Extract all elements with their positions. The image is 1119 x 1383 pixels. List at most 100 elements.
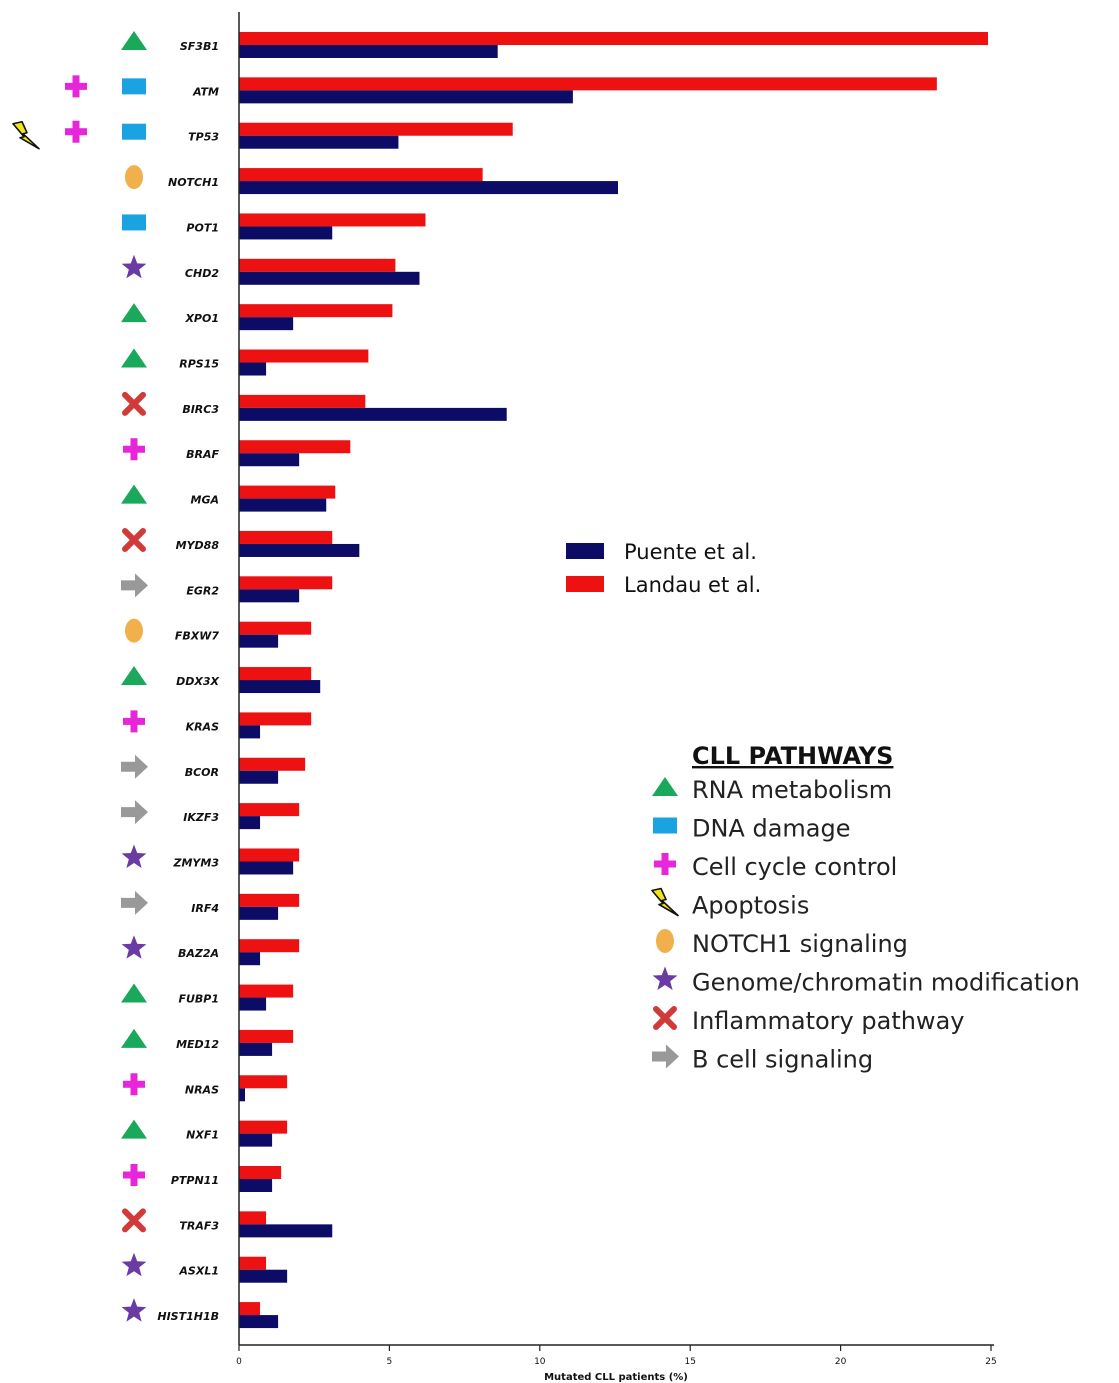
x-tick-label: 25 — [985, 1357, 996, 1367]
bar-puente-hist1h1b — [239, 1315, 279, 1329]
plus-icon — [123, 438, 145, 461]
bar-puente-traf3 — [239, 1224, 333, 1238]
triangle-icon — [121, 484, 147, 504]
plus-icon — [123, 710, 145, 733]
gene-label: ZMYM3 — [173, 856, 220, 869]
cross-icon — [122, 391, 146, 416]
cross-icon — [122, 527, 146, 552]
gene-label: FBXW7 — [175, 630, 220, 643]
pathway-label: Cell cycle control — [692, 853, 897, 881]
gene-label: BCOR — [185, 766, 219, 779]
gene-label: DDX3X — [176, 675, 219, 688]
triangle-icon — [652, 777, 678, 796]
bar-landau-xpo1 — [239, 304, 393, 318]
bar-landau-fbxw7 — [239, 621, 312, 635]
bolt-icon — [12, 120, 40, 150]
gene-label: EGR2 — [186, 584, 219, 597]
bar-landau-traf3 — [239, 1211, 267, 1225]
star-icon — [121, 1298, 147, 1322]
bar-puente-fubp1 — [239, 997, 267, 1011]
bar-landau-bcor — [239, 757, 306, 771]
pathways-title: CLL PATHWAYS — [692, 742, 893, 770]
gene-label: NXF1 — [186, 1129, 219, 1142]
triangle-icon — [121, 1119, 147, 1139]
pathway-icons-layer — [12, 31, 148, 1322]
gene-label: TP53 — [188, 131, 219, 144]
bolt-icon — [651, 887, 679, 917]
series-legend: Puente et al. Landau et al. — [566, 540, 761, 597]
bar-puente-baz2a — [239, 952, 261, 966]
x-tick-label: 5 — [387, 1357, 393, 1367]
square-icon — [122, 123, 146, 140]
bar-landau-mga — [239, 485, 336, 499]
star-icon — [121, 844, 147, 868]
gene-label: NOTCH1 — [168, 176, 219, 189]
legend-label: Landau et al. — [624, 573, 761, 597]
x-ticks-layer: 0 5 10 15 20 25 — [236, 1345, 997, 1367]
bar-puente-ptpn11 — [239, 1179, 273, 1192]
gene-label: ATM — [192, 85, 219, 98]
gene-label: NRAS — [185, 1083, 219, 1096]
triangle-icon — [121, 666, 147, 686]
gene-label: XPO1 — [184, 312, 219, 325]
pathway-label: Inflammatory pathway — [692, 1007, 964, 1035]
arrow-icon — [121, 573, 148, 598]
bar-landau-kras — [239, 712, 312, 726]
star-icon — [652, 966, 678, 990]
star-icon — [121, 1252, 147, 1277]
gene-label: POT1 — [186, 221, 219, 234]
bar-landau-chd2 — [239, 258, 396, 272]
bar-landau-egr2 — [239, 576, 333, 590]
pathways-legend: CLL PATHWAYS RNA metabolism DNA damage Cel… — [651, 742, 1080, 1074]
gene-label: MYD88 — [176, 539, 220, 552]
bar-puente-pot1 — [239, 226, 333, 240]
x-tick-label: 15 — [684, 1357, 695, 1367]
bars-layer — [239, 32, 988, 1329]
gene-label: IRF4 — [191, 902, 219, 915]
pathway-label: DNA damage — [692, 815, 851, 843]
oval-icon — [656, 929, 674, 953]
oval-icon — [125, 618, 143, 643]
pathway-label: Apoptosis — [692, 892, 809, 920]
gene-label: MED12 — [176, 1038, 219, 1051]
square-icon — [122, 78, 146, 95]
x-axis-title: Mutated CLL patients (%) — [544, 1372, 688, 1383]
plus-icon — [654, 853, 676, 875]
triangle-icon — [121, 1028, 147, 1048]
bar-landau-pot1 — [239, 213, 426, 227]
legend-label: Puente et al. — [624, 540, 757, 564]
bar-landau-zmym3 — [239, 848, 300, 862]
pathway-label: B cell signaling — [692, 1046, 873, 1074]
arrow-icon — [121, 890, 148, 915]
plus-icon — [65, 75, 87, 98]
gene-label: PTPN11 — [171, 1174, 219, 1187]
bar-landau-sf3b1 — [239, 32, 988, 45]
square-icon — [122, 214, 146, 231]
gene-label: KRAS — [186, 720, 220, 733]
bar-puente-mga — [239, 498, 327, 512]
arrow-icon — [652, 1044, 679, 1069]
gene-labels-layer: SF3B1 ATM TP53 NOTCH1 POT1 CHD2 XPO1 RPS15 BIRC3… — [157, 40, 219, 1323]
pathway-label: Genome/chromatin modification — [692, 969, 1080, 997]
bar-puente-bcor — [239, 770, 279, 784]
bar-landau-birc3 — [239, 394, 366, 408]
pathway-label: NOTCH1 signaling — [692, 930, 908, 958]
bar-landau-rps15 — [239, 349, 369, 363]
plus-icon — [123, 1073, 145, 1096]
bar-landau-atm — [239, 77, 937, 91]
bar-landau-tp53 — [239, 122, 513, 136]
triangle-icon — [121, 31, 147, 50]
bar-puente-notch1 — [239, 181, 619, 195]
bar-puente-med12 — [239, 1042, 273, 1056]
bar-puente-atm — [239, 90, 573, 104]
bar-puente-myd88 — [239, 543, 360, 557]
gene-label: IKZF3 — [183, 811, 219, 824]
bar-puente-birc3 — [239, 407, 507, 421]
x-tick-label: 20 — [835, 1357, 847, 1367]
gene-label: HIST1H1B — [157, 1310, 219, 1323]
cross-icon — [122, 1208, 146, 1233]
gene-label: ASXL1 — [178, 1265, 219, 1278]
bar-puente-nxf1 — [239, 1133, 273, 1147]
bar-landau-nxf1 — [239, 1120, 288, 1134]
